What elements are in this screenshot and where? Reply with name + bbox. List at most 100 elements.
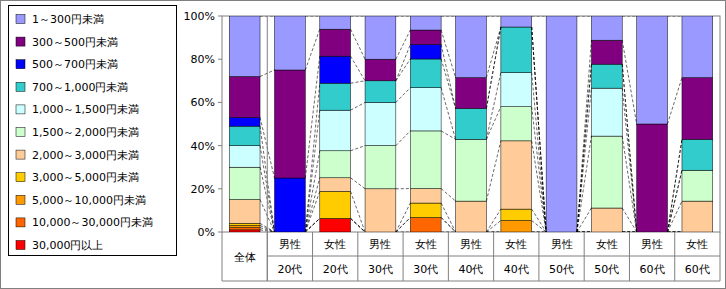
series-line	[486, 16, 500, 17]
bar-segment	[456, 16, 487, 78]
legend-swatch	[16, 60, 25, 69]
series-line	[305, 218, 319, 232]
legend-label: 500～700円未満	[32, 58, 118, 71]
legend-swatch	[16, 15, 25, 24]
bar-segment	[365, 81, 396, 103]
x-tick-label-line: 40代	[459, 263, 484, 276]
series-line	[396, 203, 410, 232]
series-line	[667, 139, 681, 232]
bar-segment	[275, 178, 306, 232]
x-tick-label-line: 女性	[596, 238, 618, 251]
bar-segment	[410, 218, 441, 232]
x-tick-label-line: 20代	[277, 263, 302, 276]
bar-segment	[456, 108, 487, 139]
series-line	[441, 131, 455, 139]
bar-segment	[682, 170, 713, 201]
table-line	[267, 232, 268, 281]
series-line	[441, 218, 455, 232]
table-line	[720, 232, 721, 281]
legend-swatch	[16, 37, 25, 46]
series-line	[396, 30, 410, 59]
y-tick-label: 20%	[191, 183, 215, 196]
series-line	[667, 201, 681, 232]
bar-segment	[320, 178, 351, 192]
series-line	[396, 16, 410, 17]
bar-segment	[275, 70, 306, 178]
series-line	[622, 232, 636, 233]
bar-segment	[410, 131, 441, 189]
series-line	[351, 56, 365, 81]
bar-segment	[320, 191, 351, 218]
x-tick-label: 女性50代	[594, 238, 619, 276]
bar-segment	[410, 45, 441, 59]
series-line	[486, 107, 500, 140]
table-line	[312, 232, 313, 281]
bar-segment	[320, 151, 351, 178]
legend-label: 30,000円以上	[32, 239, 104, 252]
y-tick	[218, 145, 222, 146]
series-line	[396, 218, 410, 232]
series-line	[532, 141, 546, 232]
x-tick-label-line: 男性	[279, 238, 301, 251]
bar-segment	[456, 139, 487, 201]
series-line	[441, 16, 455, 17]
series-line	[396, 232, 410, 233]
bar-segment	[365, 146, 396, 189]
bar-segment	[410, 16, 441, 30]
series-line	[622, 232, 636, 233]
legend-swatch	[16, 150, 25, 159]
plot-frame	[222, 16, 720, 232]
bar-segment	[229, 118, 260, 127]
bar-segment	[682, 78, 713, 140]
series-line	[577, 16, 591, 17]
bar-segment	[501, 73, 532, 107]
series-line	[351, 191, 365, 232]
series-line	[305, 16, 319, 17]
series-line	[305, 218, 319, 232]
bar-segment	[229, 223, 260, 225]
legend-swatch	[16, 173, 25, 182]
series-line	[532, 107, 546, 232]
x-tick-label-line: 女性	[686, 238, 708, 251]
series-line	[305, 151, 319, 232]
series-line	[622, 232, 636, 233]
series-line	[622, 40, 636, 124]
bar-segment	[229, 126, 260, 145]
series-line	[667, 232, 681, 233]
bar-segment	[591, 40, 622, 64]
bar-segment	[229, 200, 260, 224]
series-line	[486, 27, 500, 108]
x-tick-label: 男性30代	[368, 238, 393, 276]
bar-segment	[591, 64, 622, 88]
bar-segment	[410, 59, 441, 88]
table-line	[403, 232, 404, 281]
legend-label: 1,500～2,000円未満	[32, 126, 139, 139]
bar-segment	[682, 139, 713, 170]
series-line	[622, 16, 636, 17]
x-tick-label: 女性30代	[413, 238, 438, 276]
x-tick-label-line: 60代	[685, 263, 710, 276]
series-line	[351, 218, 365, 232]
divider	[267, 16, 268, 281]
series-line	[622, 136, 636, 232]
series-line	[486, 27, 500, 78]
series-line	[667, 139, 681, 232]
x-tick-label-line: 40代	[504, 263, 529, 276]
chart-frame	[1, 1, 726, 289]
series-line	[622, 232, 636, 233]
series-line	[486, 27, 500, 108]
series-line	[622, 64, 636, 232]
series-line	[396, 45, 410, 81]
series-line	[577, 232, 591, 233]
series-line	[305, 83, 319, 232]
series-line	[667, 170, 681, 232]
y-tick-label: 40%	[191, 140, 215, 153]
series-line	[622, 208, 636, 232]
series-line	[441, 232, 455, 233]
series-line	[532, 27, 546, 232]
legend-swatch	[16, 218, 25, 227]
bar-segment	[410, 88, 441, 131]
x-tick-label-line: 男性	[641, 238, 663, 251]
table-line	[674, 232, 675, 281]
x-tick-label: 全体	[234, 251, 256, 264]
